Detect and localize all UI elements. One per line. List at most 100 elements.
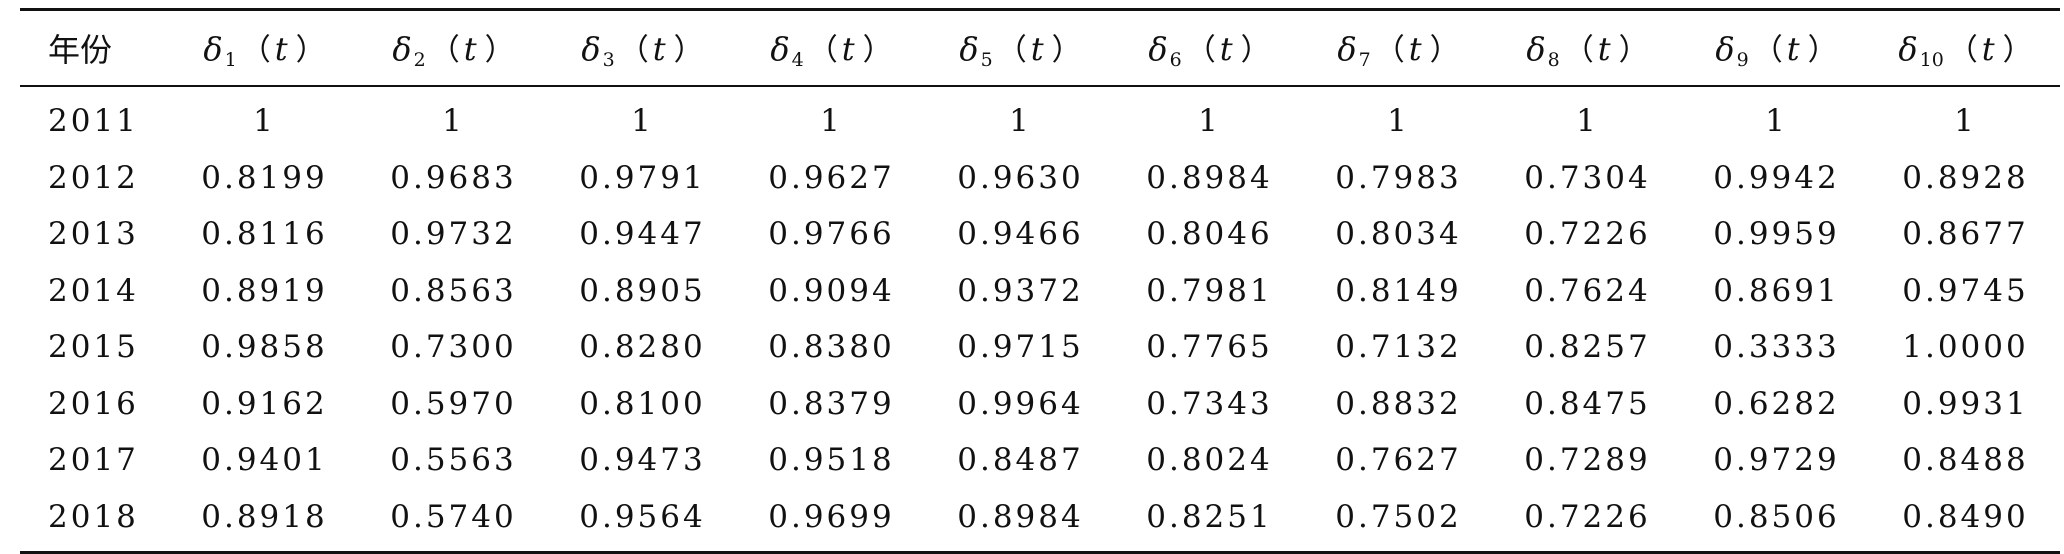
value-cell: 0.8691 [1713, 272, 1840, 309]
delta-symbol: δ [581, 30, 601, 68]
value-cell: 0.9518 [768, 442, 895, 479]
value-cell: 0.7502 [1335, 498, 1462, 535]
value-cell: 0.8251 [1146, 498, 1273, 535]
value-cell: 0.7343 [1146, 385, 1273, 422]
time-variable: t [463, 30, 477, 68]
open-paren: （ [1947, 33, 1978, 68]
value-cell: 0.8918 [201, 498, 328, 535]
delta-subscript: 1 [224, 49, 237, 71]
value-cell: 0.7226 [1524, 216, 1651, 253]
value-cell: 0.8488 [1902, 442, 2029, 479]
header-delta-7: δ 7 （t） [1304, 10, 1493, 87]
value-cell: 0.7289 [1524, 442, 1651, 479]
header-delta-6: δ 6 （t） [1115, 10, 1304, 87]
value-cell: 0.8487 [957, 442, 1084, 479]
header-delta-10: δ 10 （t） [1871, 10, 2060, 87]
header-year: 年份 [48, 31, 113, 69]
open-paren: （ [1185, 33, 1216, 68]
open-paren: （ [1752, 33, 1783, 68]
value-cell: 0.7226 [1524, 498, 1651, 535]
time-variable: t [1219, 30, 1233, 68]
value-cell: 1 [442, 103, 465, 140]
header-delta-5: δ 5 （t） [926, 10, 1115, 87]
delta-symbol: δ [1337, 30, 1357, 68]
table-row: 2015 0.9858 0.7300 0.8280 0.8380 0.9715 0.7765… [20, 319, 2060, 376]
value-cell: 0.8677 [1902, 216, 2029, 253]
open-paren: （ [807, 33, 838, 68]
delta-symbol: δ [1715, 30, 1735, 68]
year-cell: 2013 [48, 216, 139, 253]
value-cell: 0.6282 [1713, 385, 1840, 422]
delta-subscript: 9 [1736, 49, 1749, 71]
time-variable: t [1408, 30, 1422, 68]
time-variable: t [841, 30, 855, 68]
value-cell: 0.9473 [579, 442, 706, 479]
value-cell: 1 [1765, 103, 1788, 140]
value-cell: 0.8034 [1335, 216, 1462, 253]
value-cell: 0.9630 [957, 159, 1084, 196]
close-paren: ） [1807, 33, 1838, 68]
value-cell: 0.9732 [390, 216, 517, 253]
delta-symbol: δ [1898, 30, 1918, 68]
value-cell: 0.8257 [1524, 329, 1651, 366]
value-cell: 0.7981 [1146, 272, 1273, 309]
value-cell: 0.8984 [1146, 159, 1273, 196]
value-cell: 0.8380 [768, 329, 895, 366]
value-cell: 0.9683 [390, 159, 517, 196]
value-cell: 0.9791 [579, 159, 706, 196]
value-cell: 0.8475 [1524, 385, 1651, 422]
close-paren: ） [673, 33, 704, 68]
value-cell: 0.9627 [768, 159, 895, 196]
delta-symbol: δ [1148, 30, 1168, 68]
value-cell: 0.9699 [768, 498, 895, 535]
delta-subscript: 7 [1358, 49, 1371, 71]
value-cell: 0.9745 [1902, 272, 2029, 309]
year-cell: 2015 [48, 329, 139, 366]
close-paren: ） [1240, 33, 1271, 68]
value-cell: 0.7304 [1524, 159, 1651, 196]
delta-symbol: δ [392, 30, 412, 68]
value-cell: 0.5563 [390, 442, 517, 479]
value-cell: 0.7624 [1524, 272, 1651, 309]
value-cell: 0.8024 [1146, 442, 1273, 479]
data-table-container: 年份 δ 1 （t） δ 2 （t） δ 3 （t） δ 4 （t） δ 5 （t） δ 6 （t） δ 7 （t） δ 8… [20, 8, 2060, 554]
table-row: 2017 0.9401 0.5563 0.9473 0.9518 0.8487 0.8024… [20, 432, 2060, 489]
value-cell: 0.9766 [768, 216, 895, 253]
close-paren: ） [1429, 33, 1460, 68]
value-cell: 1 [1387, 103, 1410, 140]
value-cell: 1 [1576, 103, 1599, 140]
value-cell: 0.9931 [1902, 385, 2029, 422]
value-cell: 0.9729 [1713, 442, 1840, 479]
value-cell: 0.9964 [957, 385, 1084, 422]
value-cell: 0.9715 [957, 329, 1084, 366]
time-variable: t [652, 30, 666, 68]
table-row: 2011 1 1 1 1 1 1 1 1 1 1 [20, 86, 2060, 150]
value-cell: 1 [253, 103, 276, 140]
delta-symbol: δ [203, 30, 223, 68]
value-cell: 1 [1009, 103, 1032, 140]
delta-symbol: δ [770, 30, 790, 68]
header-delta-1: δ 1 （t） [170, 10, 359, 87]
delta-subscript: 2 [413, 49, 426, 71]
close-paren: ） [2002, 33, 2033, 68]
value-cell: 1 [820, 103, 843, 140]
time-variable: t [1597, 30, 1611, 68]
year-cell: 2017 [48, 442, 139, 479]
table-row: 2013 0.8116 0.9732 0.9447 0.9766 0.9466 0.8046… [20, 206, 2060, 263]
value-cell: 0.9372 [957, 272, 1084, 309]
value-cell: 0.9858 [201, 329, 328, 366]
delta-symbol: δ [1526, 30, 1546, 68]
table-body: 2011 1 1 1 1 1 1 1 1 1 1 2012 0.8199 0.9683 0.9791 0.96… [20, 86, 2060, 553]
value-cell: 0.8506 [1713, 498, 1840, 535]
header-delta-9: δ 9 （t） [1682, 10, 1871, 87]
time-variable: t [274, 30, 288, 68]
value-cell: 0.9094 [768, 272, 895, 309]
open-paren: （ [1563, 33, 1594, 68]
value-cell: 0.8832 [1335, 385, 1462, 422]
table-row: 2014 0.8919 0.8563 0.8905 0.9094 0.9372 0.7981… [20, 263, 2060, 320]
value-cell: 1 [631, 103, 654, 140]
delta-subscript: 3 [602, 49, 615, 71]
value-cell: 0.7300 [390, 329, 517, 366]
header-delta-2: δ 2 （t） [359, 10, 548, 87]
table-row: 2018 0.8918 0.5740 0.9564 0.9699 0.8984 0.8251… [20, 489, 2060, 553]
